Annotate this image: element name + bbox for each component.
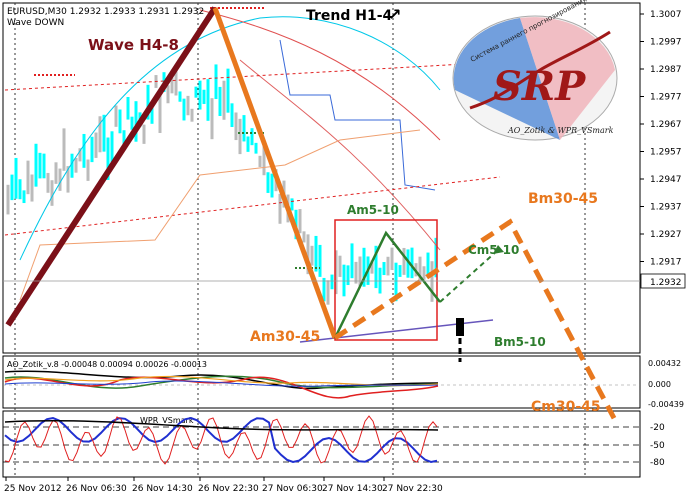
x-tick-label: 26 Nov 14:30 (132, 484, 193, 494)
ma-blue-step-line (279, 39, 436, 191)
y-tick-label: 1.2977 (650, 93, 682, 103)
current-price-label: 1.2932 (650, 278, 682, 288)
label-am5-10: Am5-10 (347, 203, 399, 217)
label-cm5-10: Cm5-10 (468, 243, 519, 257)
wpr-tick-80: -80 (650, 458, 665, 468)
ao-red-line (4, 376, 439, 399)
y-axis-ticks: 1.3007 1.2997 1.2987 1.2977 1.2967 1.2957 1.29… (640, 10, 682, 268)
label-am30-45: Am30-45 (250, 329, 320, 345)
x-tick-label: 26 Nov 22:30 (198, 484, 259, 494)
wpr-black-line (4, 420, 439, 431)
x-tick-label: 27 Nov 06:30 (262, 484, 323, 494)
wpr-indicator-label: WPR_VSmark (140, 416, 194, 425)
y-tick-label: 1.2927 (650, 230, 682, 240)
y-tick-label: 1.3007 (650, 10, 682, 20)
y-tick-label: 1.2917 (650, 258, 682, 268)
ao-tick-top: 0.00432 (648, 359, 681, 368)
y-tick-label: 1.2987 (650, 65, 682, 75)
ma-red-line (199, 9, 441, 141)
wpr-tick-50: -50 (650, 441, 665, 451)
label-wave-h4-8: Wave H4-8 (88, 36, 179, 54)
am5-10-box (334, 219, 438, 341)
wave-subtitle: Wave DOWN (7, 18, 64, 28)
y-tick-label: 1.2937 (650, 203, 682, 213)
wave-h4-8-line (5, 6, 218, 327)
label-trend-h1-4: Trend H1-4 (306, 8, 393, 24)
y-tick-label: 1.2997 (650, 38, 682, 48)
ao-lines (4, 370, 439, 399)
ma-cyan-line (19, 16, 441, 261)
wave-cm5-10-projection (439, 249, 499, 303)
logo-text: SRP (493, 63, 587, 110)
wave-bm30-45-projection (333, 218, 618, 422)
ao-panel-frame (2, 355, 641, 409)
label-cm30-45: Cm30-45 (531, 399, 601, 415)
ao-tick-mid: 0.000 (648, 380, 671, 389)
y-tick-label: 1.2967 (650, 120, 682, 130)
trend-arrow-icon: ↗ (388, 5, 401, 24)
x-tick-label: 25 Nov 2012 (4, 484, 62, 494)
logo-footer: AO_Zotik & WPR_VSmark (507, 126, 614, 135)
ao-blue-line (4, 380, 439, 387)
ao-tick-bottom: -0.00439 (648, 400, 684, 409)
symbol-line: EURUSD,M30 1.2932 1.2933 1.2931 1.2932 (7, 7, 204, 17)
label-bm5-10: Bm5-10 (494, 335, 546, 349)
black-marker-bar (456, 318, 464, 336)
x-tick-label: 27 Nov 14:30 (322, 484, 383, 494)
day-separators (14, 3, 586, 477)
label-bm30-45: Bm30-45 (528, 191, 598, 207)
ma-red-line-2 (239, 59, 441, 251)
cm5-10-arrowhead-icon (493, 245, 504, 254)
ao-orange-line (4, 375, 439, 387)
x-axis-ticks: 25 Nov 2012 26 Nov 06:30 26 Nov 14:30 26 No… (4, 477, 443, 494)
wave-am5-10-line (333, 230, 441, 339)
indicator-lines (19, 7, 441, 269)
y-tick-label: 1.2957 (650, 148, 682, 158)
ao-indicator-label: AO_Zotik_v.8 -0.00048 0.00094 0.00026 -0… (7, 360, 207, 369)
wpr-tick-20: -20 (650, 423, 665, 433)
wave-orange-down-line (212, 7, 338, 339)
y-tick-label: 1.2947 (650, 175, 682, 185)
srp-logo: SRP Система раннего прогнозирования AO_Z… (452, 0, 618, 141)
current-price-badge (640, 273, 686, 289)
wpr-lines (4, 415, 439, 465)
x-tick-label: 26 Nov 06:30 (66, 484, 127, 494)
wpr-red-line (4, 415, 438, 465)
x-tick-label: 27 Nov 22:30 (382, 484, 443, 494)
